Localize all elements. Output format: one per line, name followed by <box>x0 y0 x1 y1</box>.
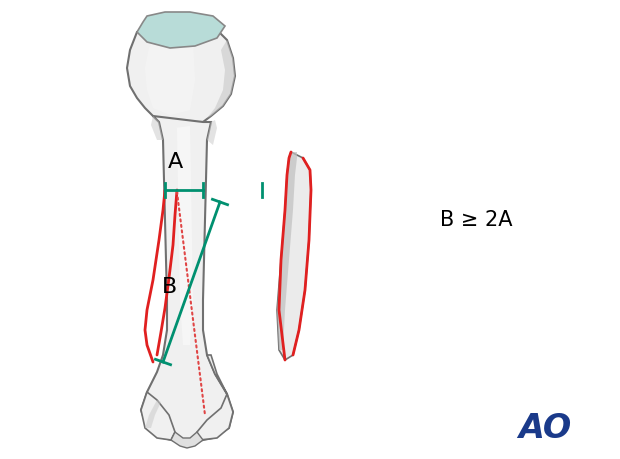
Polygon shape <box>171 432 203 448</box>
Polygon shape <box>127 30 235 122</box>
Text: AO: AO <box>518 412 572 444</box>
Text: B: B <box>162 277 177 297</box>
Polygon shape <box>277 152 297 350</box>
Polygon shape <box>197 355 233 440</box>
Polygon shape <box>207 40 235 118</box>
Polygon shape <box>207 120 217 145</box>
Text: A: A <box>167 152 183 172</box>
Polygon shape <box>175 126 193 345</box>
Polygon shape <box>141 392 175 440</box>
Polygon shape <box>151 116 163 140</box>
Polygon shape <box>137 12 225 48</box>
Polygon shape <box>141 116 233 442</box>
Text: B ≥ 2A: B ≥ 2A <box>440 210 513 230</box>
Polygon shape <box>145 38 195 115</box>
Polygon shape <box>145 400 161 428</box>
Polygon shape <box>277 152 311 360</box>
